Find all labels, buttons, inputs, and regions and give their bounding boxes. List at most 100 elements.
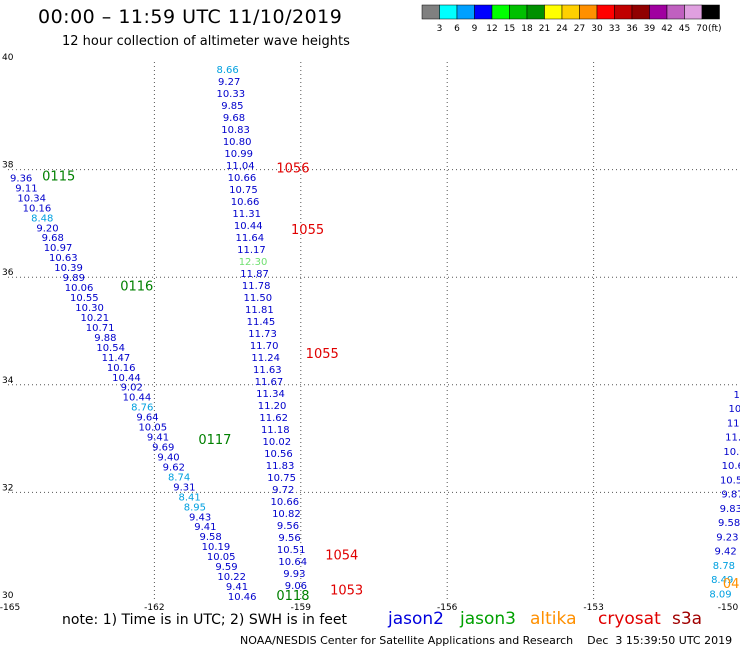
wave-height-value: 11.45: [247, 317, 276, 328]
pass-label: 1056: [276, 161, 309, 176]
wave-height-value: 9.68: [223, 113, 245, 124]
wave-height-value: 9.11: [15, 183, 37, 194]
wave-height-value: 11.24: [251, 353, 280, 364]
wave-height-value: 9.43: [189, 512, 211, 523]
wave-height-value: 9.62: [163, 462, 185, 473]
wave-height-value: 8.48: [31, 213, 53, 224]
wave-height-value: 11.31: [232, 209, 261, 220]
wave-height-value: 9.58: [718, 518, 740, 529]
wave-height-value: 10.55: [70, 293, 99, 304]
wave-height-value: 11.64: [236, 233, 265, 244]
wave-height-value: 10.82: [272, 509, 301, 520]
wave-height-value: 11.02: [727, 418, 740, 429]
legend-label: 36: [626, 24, 638, 34]
wave-height-value: 9.06: [285, 581, 307, 592]
lat-tick-label: 38: [2, 161, 14, 171]
wave-height-value: 10.22: [217, 572, 246, 583]
lon-tick-label: -153: [583, 603, 603, 613]
wave-height-value: 9.64: [136, 413, 158, 424]
wave-height-value: 11.82: [725, 433, 740, 444]
legend-label: 9: [472, 24, 478, 34]
wave-height-value: 11.20: [258, 401, 287, 412]
wave-height-value: 9.23: [716, 532, 738, 543]
wave-height-value: 11.70: [250, 341, 279, 352]
wave-height-value: 10.56: [264, 449, 293, 460]
wave-height-value: 9.85: [221, 101, 243, 112]
wave-height-value: 10.44: [123, 393, 152, 404]
wave-height-value: 11.47: [102, 353, 131, 364]
wave-height-value: 8.41: [178, 492, 200, 503]
wave-height-value: 8.78: [713, 561, 735, 572]
lon-tick-label: -150: [718, 603, 739, 613]
wave-height-value: 10.30: [75, 303, 104, 314]
pass-label: 0118: [276, 589, 309, 604]
wave-height-value: 8.09: [709, 589, 731, 600]
lat-tick-label: 40: [2, 53, 14, 63]
lon-tick-label: -159: [291, 603, 312, 613]
wave-height-value: 9.59: [215, 562, 237, 573]
lon-tick-label: -165: [0, 603, 20, 613]
wave-height-value: 10.16: [107, 363, 136, 374]
wave-height-value: 10.75: [229, 185, 258, 196]
wave-height-value: 8.74: [168, 472, 190, 483]
pass-label: 1054: [325, 549, 358, 564]
wave-height-value: 11.67: [255, 377, 284, 388]
wave-height-value: 9.83: [720, 504, 740, 515]
wave-height-value: 9.89: [63, 273, 85, 284]
lat-tick-label: 30: [2, 591, 14, 601]
wave-height-value: 11.81: [245, 305, 274, 316]
legend-label: 27: [574, 24, 585, 34]
legend-label: 6: [454, 24, 460, 34]
pass-label: 1055: [306, 347, 339, 362]
credit-line: NOAA/NESDIS Center for Satellite Applica…: [240, 634, 733, 647]
wave-height-value: 11.87: [240, 269, 269, 280]
legend-label: 15: [504, 24, 515, 34]
pass-label: 0116: [120, 280, 153, 295]
wave-height-value: 10.66: [270, 497, 299, 508]
wave-height-value: 9.58: [200, 532, 222, 543]
satellite-label-altika: altika: [530, 609, 577, 629]
wave-height-value: 10.44: [112, 373, 141, 384]
legend-label: 18: [521, 24, 533, 34]
wave-height-value: 9.31: [173, 482, 195, 493]
wave-height-value: 10.66: [231, 197, 260, 208]
wave-height-value: 10.16: [23, 203, 52, 214]
wave-height-value: 9.87: [721, 490, 740, 501]
wave-height-value: 10.05: [138, 423, 167, 434]
lon-tick-label: -162: [144, 603, 164, 613]
map-title: 00:00 – 11:59 UTC 11/10/2019: [38, 6, 343, 28]
satellite-label-jason2: jason2: [388, 609, 444, 629]
wave-height-value: 10.99: [224, 149, 253, 160]
wave-height-value: 9.93: [283, 569, 305, 580]
wave-height-value: 9.41: [147, 433, 169, 444]
wave-height-value: 9.20: [36, 223, 58, 234]
pass-label: 1055: [291, 223, 324, 238]
legend-label: 21: [539, 24, 550, 34]
wave-height-value: 10.64: [278, 557, 307, 568]
wave-height-value: 11.50: [243, 293, 272, 304]
wave-height-value: 10.39: [54, 263, 83, 274]
wave-height-value: 11.63: [253, 365, 282, 376]
lat-tick-label: 32: [2, 483, 13, 493]
legend-label: 33: [609, 24, 620, 34]
wave-height-value: 10.34: [17, 193, 46, 204]
wave-height-value: 9.68: [42, 233, 64, 244]
legend-unit: (ft): [708, 24, 722, 34]
wave-height-value: 9.56: [278, 533, 300, 544]
wave-height-value: 10.19: [202, 542, 231, 553]
legend-label: 30: [591, 24, 603, 34]
pass-label: 042: [723, 577, 740, 592]
satellite-label-jason3: jason3: [460, 609, 516, 629]
wave-height-value: 11.83: [266, 461, 295, 472]
pass-label: 1053: [330, 584, 363, 599]
footer-note: note: 1) Time is in UTC; 2) SWH is in fe…: [62, 612, 348, 628]
satellite-label-s3a: s3a: [672, 609, 703, 629]
wave-height-value: 9.69: [152, 443, 174, 454]
wave-height-value: 9.72: [272, 485, 294, 496]
wave-height-value: 10.71: [86, 323, 115, 334]
lon-tick-label: -156: [437, 603, 458, 613]
wave-height-value: 11.34: [256, 389, 285, 400]
map-subtitle: 12 hour collection of altimeter wave hei…: [62, 34, 350, 49]
wave-height-value: 8.49: [711, 575, 733, 586]
